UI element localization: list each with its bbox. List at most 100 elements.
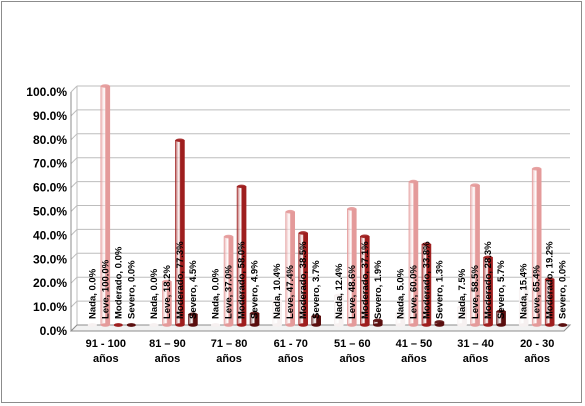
x-category-label: 41 – 50 bbox=[396, 338, 433, 350]
bar-base-nada bbox=[395, 323, 405, 327]
bar-base-nada bbox=[211, 323, 221, 327]
bar-cap-leve bbox=[470, 183, 480, 187]
bar-cap-severo bbox=[434, 320, 444, 324]
y-tick-label: 60.0% bbox=[33, 181, 67, 195]
axes: 0.0% 10.0% 20.0% 30.0% 40.0% 50.0% 60.0% 70.0% 8… bbox=[26, 85, 572, 365]
data-label-leve: Leve, 65.4% bbox=[532, 265, 543, 319]
gridline-depth bbox=[70, 205, 78, 212]
data-labels: Nada, 0.0% Leve, 100.0% Moderado, 0.0% Seve… bbox=[87, 241, 568, 319]
bar-cap-severo bbox=[188, 312, 198, 317]
data-label-nada: Nada, 7.5% bbox=[457, 268, 468, 319]
data-label-severo: Severo, 4.9% bbox=[250, 260, 261, 319]
data-label-severo: Severo, 1.3% bbox=[434, 260, 445, 319]
bar-base-leve bbox=[532, 323, 542, 327]
bar-base-moderado bbox=[298, 323, 308, 327]
data-label-moderado: Moderado, 58.0% bbox=[237, 241, 248, 319]
y-tick-label: 70.0% bbox=[33, 157, 67, 171]
bar-cap-nada bbox=[334, 293, 344, 298]
x-category-label: años bbox=[155, 353, 181, 365]
data-label-moderado: Moderado, 37.1% bbox=[360, 241, 371, 319]
x-category-label: 31 – 40 bbox=[457, 338, 494, 350]
x-category-label: años bbox=[401, 353, 427, 365]
bar-base-severo bbox=[496, 323, 506, 327]
y-tick-label: 40.0% bbox=[33, 228, 67, 242]
data-label-nada: Nada, 10.4% bbox=[272, 263, 283, 319]
gridline-depth bbox=[70, 157, 78, 165]
data-label-severo: Severo, 0.0% bbox=[126, 260, 137, 319]
data-label-leve: Leve, 18.2% bbox=[162, 265, 173, 319]
data-label-leve: Leve, 58.5% bbox=[470, 265, 481, 319]
bar-cap-leve bbox=[408, 179, 418, 184]
data-label-severo: Severo, 1.9% bbox=[373, 260, 384, 319]
data-label-moderado: Moderado, 0.0% bbox=[113, 246, 124, 319]
y-tick-label: 100.0% bbox=[26, 85, 67, 99]
bar-cap-moderado bbox=[545, 277, 555, 281]
bar-base-moderado bbox=[237, 323, 247, 327]
bar-base-leve bbox=[285, 323, 295, 327]
bar-base-nada bbox=[87, 323, 97, 327]
data-label-nada: Nada, 0.0% bbox=[211, 268, 222, 319]
data-label-severo: Severo, 0.0% bbox=[558, 260, 569, 319]
bar-cap-moderado bbox=[175, 138, 185, 143]
bar-cap-moderado bbox=[237, 184, 247, 189]
data-label-leve: Leve, 37.0% bbox=[224, 265, 235, 319]
bar-base-nada bbox=[457, 323, 467, 327]
bar-base-severo bbox=[311, 323, 321, 327]
data-label-moderado: Moderado, 77.3% bbox=[175, 241, 186, 319]
y-tick-label: 90.0% bbox=[33, 109, 67, 123]
bar-base-nada bbox=[149, 323, 159, 327]
bar-cap-severo bbox=[496, 309, 506, 314]
data-label-moderado: Moderado, 19.2% bbox=[545, 241, 556, 319]
bar-base-moderado bbox=[545, 323, 555, 327]
y-tick-label: 20.0% bbox=[33, 276, 67, 290]
bar-cap-leve bbox=[100, 84, 110, 88]
bar-base-severo bbox=[250, 323, 260, 327]
bars bbox=[87, 84, 568, 327]
bar-cap-moderado bbox=[483, 255, 493, 260]
x-category-label: 20 - 30 bbox=[520, 338, 554, 350]
bar-cap-moderado bbox=[298, 231, 308, 235]
bar-cap-leve bbox=[162, 279, 172, 284]
x-category-label: 71 – 80 bbox=[211, 338, 248, 350]
x-category-label: años bbox=[216, 353, 242, 365]
data-label-nada: Nada, 0.0% bbox=[87, 268, 98, 319]
data-label-leve: Leve, 48.6% bbox=[347, 265, 358, 319]
bar-base-severo bbox=[373, 323, 383, 327]
bar-base-moderado bbox=[175, 323, 185, 327]
x-category-label: años bbox=[278, 353, 304, 365]
bar-base-nada bbox=[272, 323, 282, 327]
data-label-leve: Leve, 47.4% bbox=[285, 265, 296, 319]
bar-cap-moderado bbox=[421, 242, 431, 247]
y-tick-label: 50.0% bbox=[33, 205, 67, 219]
x-category-label: años bbox=[524, 353, 550, 365]
y-tick-label: 10.0% bbox=[33, 300, 67, 314]
bar-base-severo bbox=[558, 323, 568, 327]
bar-base-leve bbox=[224, 323, 234, 327]
data-label-severo: Severo, 5.7% bbox=[496, 260, 507, 319]
bar-base-moderado bbox=[421, 323, 431, 327]
x-category-label: 91 - 100 bbox=[86, 338, 126, 350]
bar-cap-leve bbox=[285, 209, 295, 214]
bar-cap-leve bbox=[224, 234, 234, 239]
data-label-nada: Nada, 12.4% bbox=[334, 263, 345, 319]
gridline-depth bbox=[70, 109, 78, 117]
bar-cap-nada bbox=[272, 298, 282, 302]
data-label-moderado: Moderado, 38.5% bbox=[298, 241, 309, 319]
data-label-leve: Leve, 60.0% bbox=[408, 265, 419, 319]
data-label-moderado: Moderado, 33.8% bbox=[421, 241, 432, 319]
gridline-depth bbox=[70, 300, 78, 308]
data-label-severo: Severo, 3.7% bbox=[311, 260, 322, 319]
bar-base-leve bbox=[470, 323, 480, 327]
bar-base-severo bbox=[188, 323, 198, 327]
bar-cap-moderado bbox=[360, 234, 370, 239]
data-label-nada: Nada, 5.0% bbox=[395, 268, 406, 319]
data-label-nada: Nada, 0.0% bbox=[149, 268, 160, 319]
data-label-nada: Nada, 15.4% bbox=[519, 263, 530, 319]
y-tick-label: 80.0% bbox=[33, 133, 67, 147]
bar-base-leve bbox=[347, 323, 357, 327]
bar-cap-severo bbox=[311, 314, 321, 318]
bar-cap-nada bbox=[519, 286, 529, 290]
bar-cap-leve bbox=[347, 207, 357, 211]
